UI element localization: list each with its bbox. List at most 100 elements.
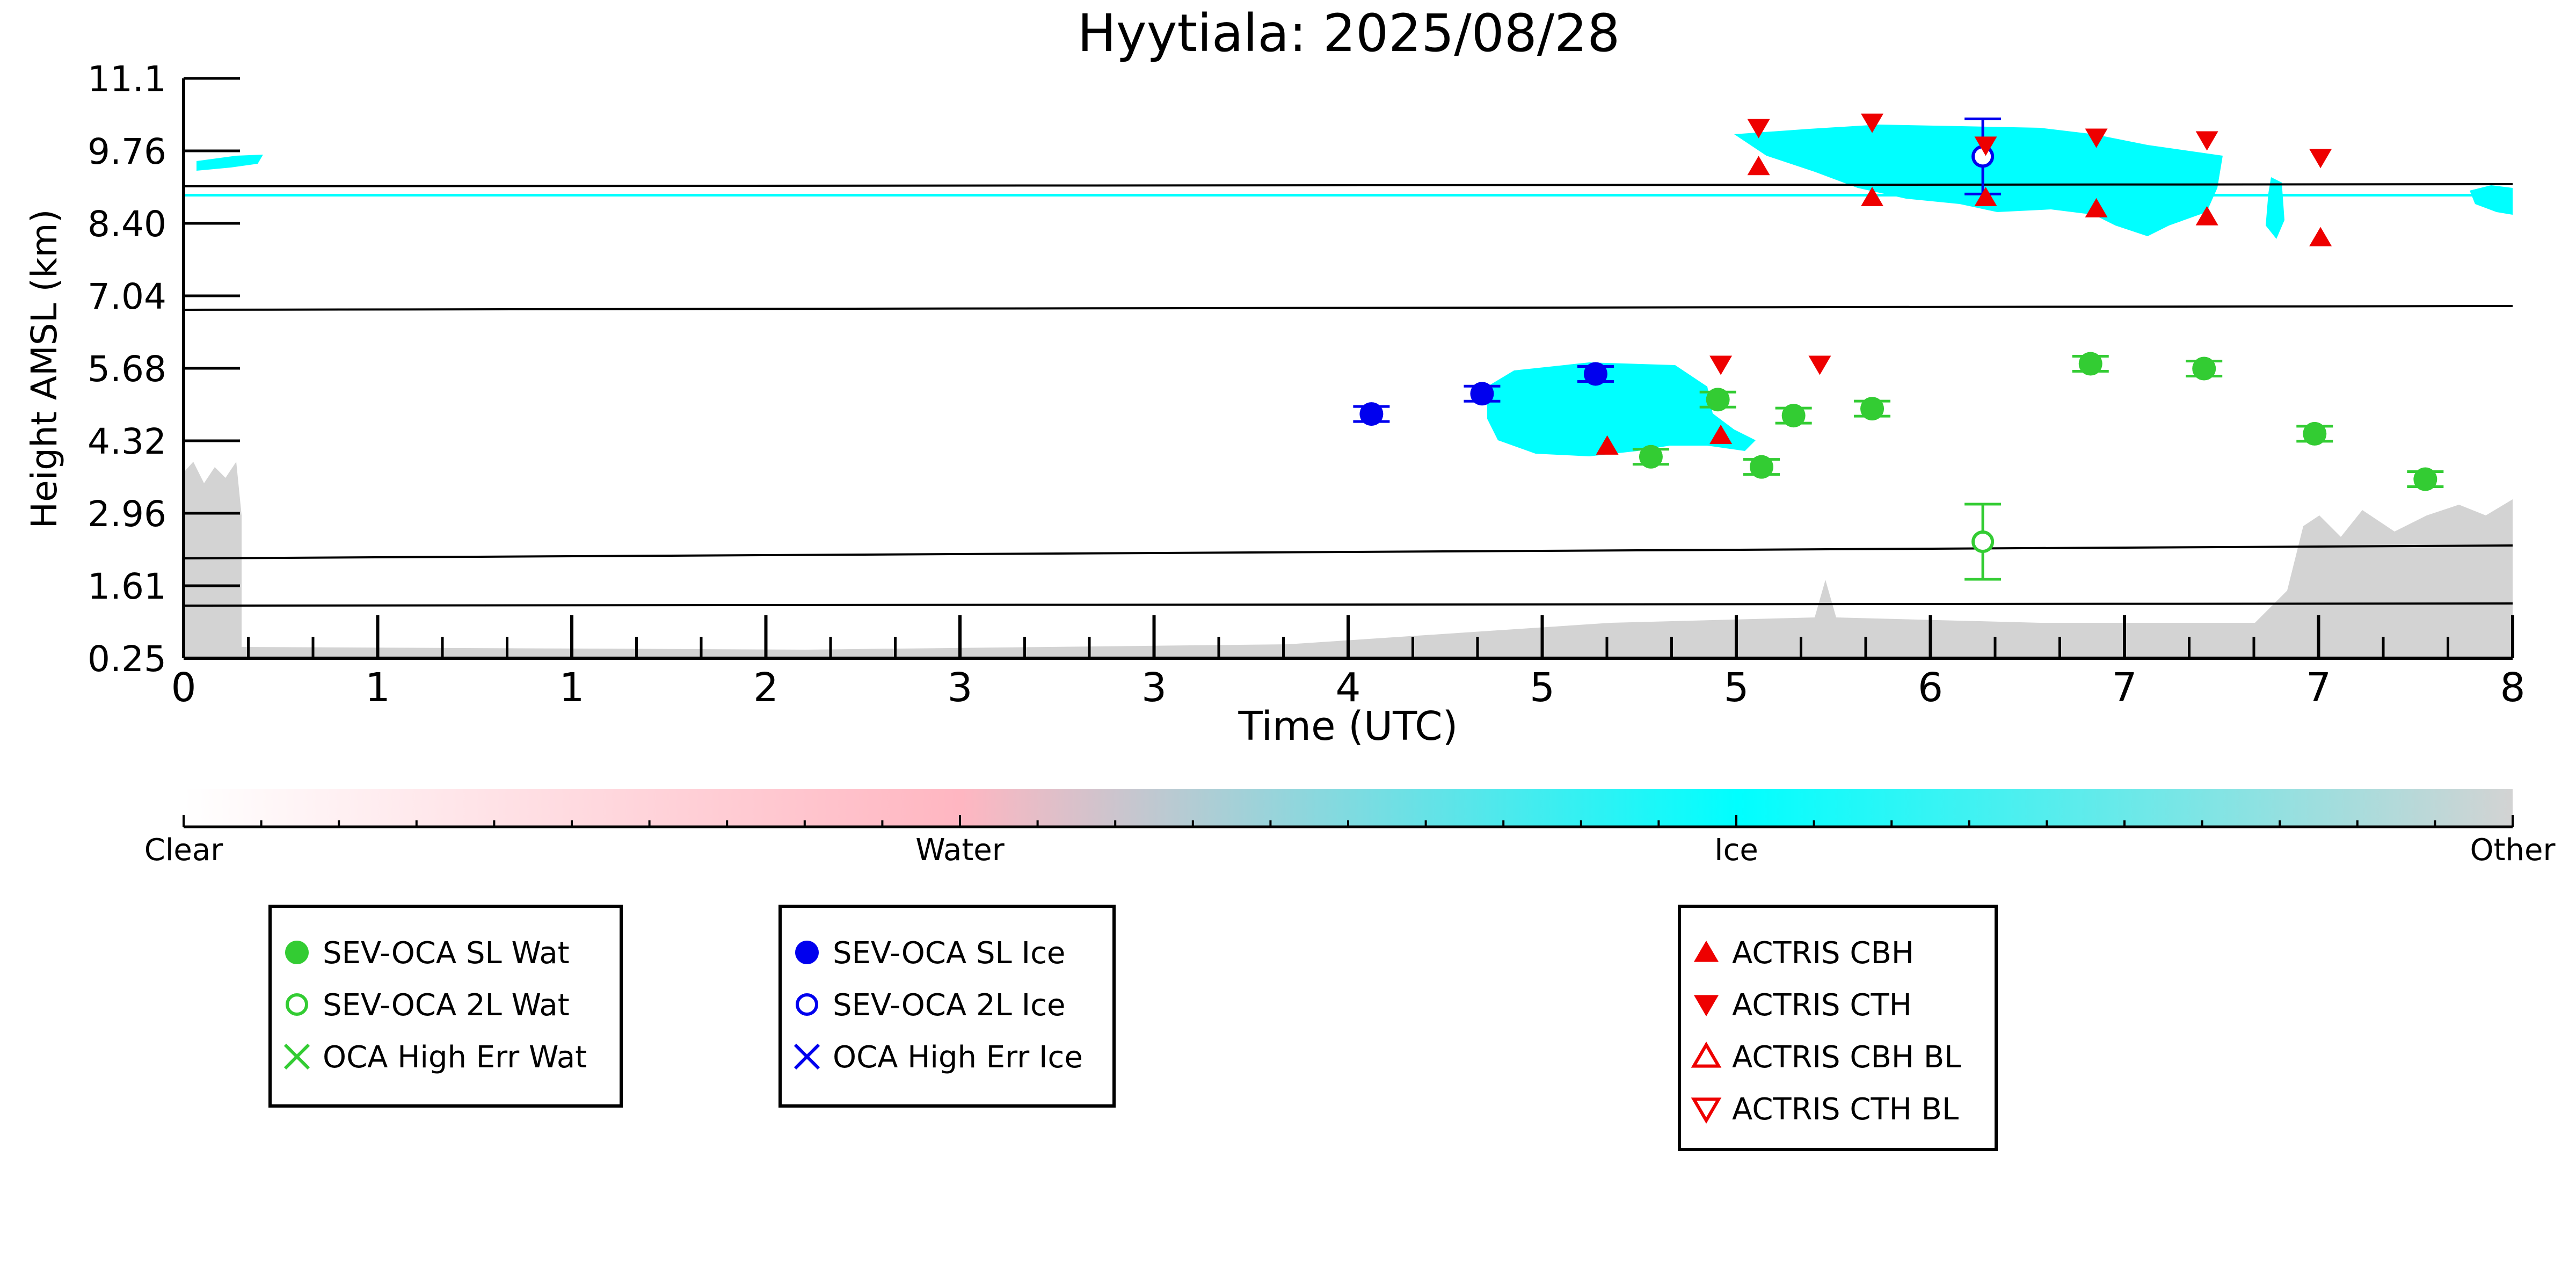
other-cloud-surface bbox=[242, 580, 2255, 658]
ice-cloud-band bbox=[184, 194, 2513, 197]
legend-marker bbox=[1693, 995, 1719, 1016]
x-axis-label: Time (UTC) bbox=[1238, 703, 1458, 749]
actris-cth-point bbox=[1861, 113, 1884, 133]
legend-label: OCA High Err Wat bbox=[323, 1040, 587, 1075]
y-tick-label: 4.32 bbox=[88, 421, 166, 462]
x-tick-label: 7 bbox=[2306, 665, 2331, 711]
ice-cloud-right-edge bbox=[2470, 185, 2513, 215]
x-tick-label: 3 bbox=[947, 665, 972, 711]
sev-oca-sl-wat-point bbox=[1781, 404, 1806, 428]
axes: 0.25 1.61 2.96 4.32 5.68 7.04 8.40 9.76 11.1 0 1 1 2… bbox=[88, 59, 2526, 711]
legend-water: SEV-OCA SL Wat SEV-OCA 2L Wat OCA High Err… bbox=[268, 905, 623, 1108]
legend-marker bbox=[1691, 1097, 1722, 1124]
y-tick-label: 11.1 bbox=[88, 59, 166, 100]
sev-oca-sl-wat-point bbox=[2303, 421, 2327, 446]
x-tick-label: 0 bbox=[171, 665, 196, 711]
actris-cth-point bbox=[1974, 136, 1997, 156]
x-tick-label: 1 bbox=[365, 665, 390, 711]
legend-frame bbox=[1678, 905, 1998, 1151]
sev-oca-sl-ice-point bbox=[1583, 362, 1607, 386]
actris-cth-point bbox=[2085, 128, 2108, 148]
actris-cbh-point bbox=[1709, 424, 1733, 444]
x-marker-stroke bbox=[283, 1043, 310, 1070]
reference-line-2 bbox=[183, 305, 2513, 311]
reference-line-1 bbox=[183, 183, 2513, 187]
colorbar-label: Water bbox=[915, 833, 1005, 868]
y-tick-label: 0.25 bbox=[88, 638, 166, 680]
legend-marker bbox=[795, 941, 819, 964]
legend-frame bbox=[778, 905, 1116, 1108]
actris-cbh-point bbox=[1861, 186, 1884, 206]
actris-cbh-point bbox=[1747, 156, 1770, 176]
x-tick-label: 7 bbox=[2112, 665, 2137, 711]
ice-cloud-top-left bbox=[197, 155, 263, 171]
reference-lines bbox=[183, 183, 2513, 607]
y-tick-label: 7.04 bbox=[88, 276, 166, 317]
x-tick-label: 2 bbox=[753, 665, 778, 711]
ice-cloud-right-patch bbox=[2266, 177, 2284, 239]
colorbar: Clear Water Ice Other bbox=[144, 789, 2556, 868]
y-tick-label: 2.96 bbox=[88, 493, 166, 535]
reference-line-4 bbox=[183, 602, 2513, 607]
y-tick-label: 1.61 bbox=[88, 566, 166, 607]
x-tick-label: 5 bbox=[1530, 665, 1555, 711]
legend-label: ACTRIS CBH bbox=[1732, 936, 1914, 971]
reference-line-3 bbox=[183, 544, 2513, 559]
colorbar-label: Other bbox=[2470, 833, 2556, 868]
actris-cth-point bbox=[1747, 119, 1770, 139]
colorbar-ticks bbox=[183, 815, 2514, 827]
actris-cbh-point bbox=[1596, 435, 1619, 455]
legend-marker bbox=[285, 941, 309, 964]
legend-label: SEV-OCA 2L Ice bbox=[833, 988, 1065, 1023]
colorbar-label: Ice bbox=[1714, 833, 1758, 868]
x-tick-label: 4 bbox=[1335, 665, 1360, 711]
sev-oca-sl-wat-point bbox=[1860, 397, 1884, 421]
other-cloud-left bbox=[184, 462, 242, 658]
actris-cth-point bbox=[2195, 131, 2218, 151]
legend-actris: ACTRIS CBH ACTRIS CTH ACTRIS CBH BL ACTRIS … bbox=[1678, 905, 1998, 1151]
other-cloud-right bbox=[2255, 499, 2513, 658]
x-tick-label: 5 bbox=[1723, 665, 1749, 711]
colorbar-label: Clear bbox=[144, 833, 223, 868]
sev-oca-sl-ice-point bbox=[1470, 382, 1494, 406]
legend-marker bbox=[1693, 941, 1719, 962]
legend-marker bbox=[285, 993, 309, 1016]
actris-cth-point bbox=[1808, 355, 1831, 375]
legend-marker bbox=[795, 993, 819, 1016]
legend-label: SEV-OCA 2L Wat bbox=[323, 988, 570, 1023]
x-tick-label: 8 bbox=[2500, 665, 2525, 711]
sev-oca-sl-wat-point bbox=[2192, 356, 2216, 381]
sev-oca-sl-wat-point bbox=[1749, 455, 1773, 479]
colorbar-labels: Clear Water Ice Other bbox=[144, 833, 2556, 868]
chart-title: Hyytiala: 2025/08/28 bbox=[1078, 3, 1620, 63]
legend-label: OCA High Err Ice bbox=[833, 1040, 1083, 1075]
legend-label: ACTRIS CTH BL bbox=[1732, 1092, 1959, 1127]
ice-cloud-mid bbox=[1487, 362, 1756, 456]
data-marks bbox=[1353, 113, 2444, 581]
sev-oca-sl-wat-point bbox=[1706, 388, 1730, 412]
legend-label: ACTRIS CBH BL bbox=[1732, 1040, 1961, 1075]
sev-oca-sl-ice-point bbox=[1359, 402, 1384, 426]
y-axis-label: Height AMSL (km) bbox=[24, 209, 65, 529]
cloud-mask bbox=[184, 125, 2513, 658]
sev-oca-sl-wat-point bbox=[2078, 352, 2102, 376]
x-tick-label: 1 bbox=[559, 665, 584, 711]
actris-cth-point bbox=[1709, 355, 1733, 375]
y-tick-label: 5.68 bbox=[88, 348, 166, 390]
x-tick-label: 3 bbox=[1141, 665, 1167, 711]
actris-cth-point bbox=[2309, 149, 2332, 169]
legend-marker bbox=[794, 1043, 820, 1070]
sev-oca-sl-wat-point bbox=[1639, 445, 1663, 469]
y-tick-label: 8.40 bbox=[88, 203, 166, 245]
actris-cbh-point bbox=[2195, 206, 2218, 225]
legend-marker bbox=[1691, 1042, 1722, 1068]
legend-label: ACTRIS CTH bbox=[1732, 988, 1912, 1023]
x-tick-label: 6 bbox=[1918, 665, 1943, 711]
actris-cbh-point bbox=[2085, 198, 2108, 217]
y-tick-label: 9.76 bbox=[88, 131, 166, 172]
x-marker-stroke bbox=[794, 1043, 820, 1070]
legend-frame bbox=[268, 905, 623, 1108]
legend-label: SEV-OCA SL Wat bbox=[323, 936, 570, 971]
actris-cbh-point bbox=[2309, 227, 2332, 246]
actris-cbh-point bbox=[1974, 186, 1997, 206]
